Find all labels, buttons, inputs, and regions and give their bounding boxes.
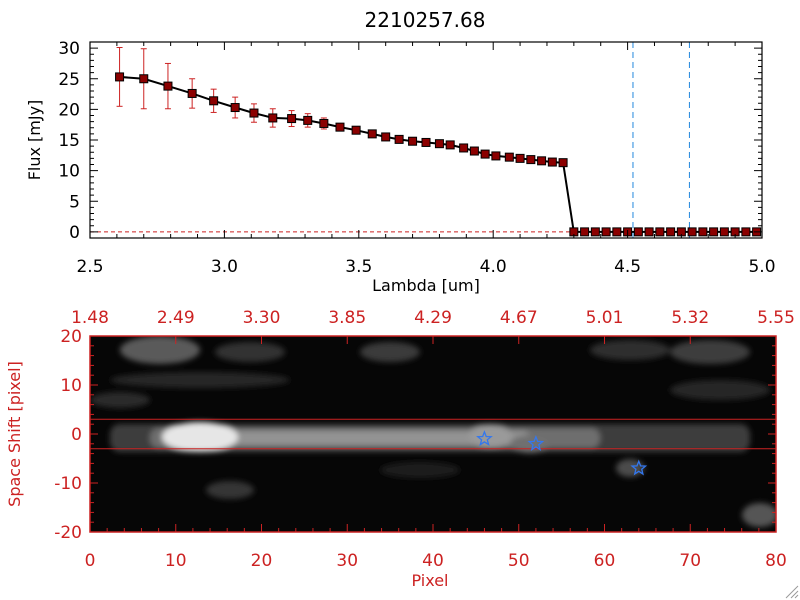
data-point — [612, 227, 622, 237]
data-point — [249, 108, 259, 118]
star-marker — [527, 435, 545, 451]
data-point — [666, 227, 676, 237]
data-point — [394, 134, 404, 144]
image-heatmap — [90, 336, 776, 532]
data-point — [287, 114, 297, 124]
data-point — [445, 140, 455, 150]
image-ylabel: Space Shift [pixel] — [5, 361, 24, 507]
data-point — [303, 115, 313, 125]
data-point — [408, 136, 418, 146]
data-point — [381, 132, 391, 142]
data-point — [268, 113, 278, 123]
pixel-tick-label: 30 — [336, 551, 358, 571]
spectrum-ticks: 2.5 3.0 3.5 4.0 4.5 5.0 0 5 10 15 20 25 30 — [58, 39, 775, 277]
pixel-tick-label: 40 — [422, 551, 444, 571]
data-point — [655, 227, 665, 237]
wavelength-tick-label: 4.67 — [500, 308, 538, 328]
data-point — [719, 227, 729, 237]
shift-tick-label: -10 — [54, 474, 82, 494]
spectrum-panel: 2210257.68 2.5 3.0 3.5 4.0 4.5 5.0 0 5 10 15 20 25 3… — [25, 8, 776, 295]
data-point — [644, 227, 654, 237]
data-point — [580, 227, 590, 237]
data-point — [590, 227, 600, 237]
data-point — [421, 137, 431, 147]
y-tick-label: 20 — [58, 100, 80, 120]
pixel-tick-label: 10 — [165, 551, 187, 571]
wavelength-tick-label: 4.29 — [414, 308, 452, 328]
y-tick-label: 5 — [69, 192, 80, 212]
data-point — [741, 227, 751, 237]
wavelength-tick-label: 3.85 — [328, 308, 366, 328]
x-tick-label: 5.0 — [748, 257, 775, 277]
data-point — [515, 153, 525, 163]
data-point — [351, 125, 361, 135]
data-point — [537, 156, 547, 166]
y-tick-label: 30 — [58, 39, 80, 59]
star-markers — [476, 430, 648, 476]
data-point — [547, 157, 557, 167]
data-point — [139, 74, 149, 84]
pixel-tick-label: 60 — [594, 551, 616, 571]
pixel-tick-label: 80 — [765, 551, 787, 571]
data-point — [230, 103, 240, 113]
spectrum-ylabel: Flux [mJy] — [25, 100, 44, 181]
image-ticks: 0 10 20 30 40 50 60 70 80 1.48 2.49 3.30 3.85 4.29 4.6… — [54, 308, 795, 571]
star-marker — [630, 459, 648, 476]
shift-tick-label: -20 — [54, 523, 82, 543]
spectrum-marks — [90, 42, 762, 238]
data-point — [504, 152, 514, 162]
shift-tick-label: 0 — [71, 425, 82, 445]
data-point — [367, 129, 377, 139]
wavelength-tick-label: 1.48 — [71, 308, 109, 328]
pixel-tick-label: 50 — [508, 551, 530, 571]
resize-grip-icon[interactable] — [785, 585, 799, 599]
y-tick-label: 10 — [58, 162, 80, 182]
wavelength-tick-label: 2.49 — [157, 308, 195, 328]
pixel-tick-label: 70 — [679, 551, 701, 571]
wavelength-tick-label: 3.30 — [243, 308, 281, 328]
y-tick-label: 25 — [58, 70, 80, 90]
data-point — [526, 155, 536, 165]
image-panel: 0 10 20 30 40 50 60 70 80 1.48 2.49 3.30 3.85 4.29 4.6… — [5, 308, 795, 590]
data-point — [558, 158, 568, 168]
data-point — [163, 81, 173, 91]
data-point — [687, 227, 697, 237]
x-tick-label: 4.5 — [614, 257, 641, 277]
shift-tick-label: 10 — [60, 376, 82, 396]
data-point — [434, 139, 444, 149]
x-tick-label: 3.5 — [345, 257, 372, 277]
data-point — [335, 122, 345, 132]
spectrum-title: 2210257.68 — [365, 8, 486, 32]
data-point — [319, 118, 329, 128]
x-tick-label: 2.5 — [76, 257, 103, 277]
y-tick-label: 0 — [69, 223, 80, 243]
data-point — [480, 149, 490, 159]
wavelength-tick-label: 5.01 — [586, 308, 624, 328]
data-point — [209, 96, 219, 106]
pixel-tick-label: 0 — [85, 551, 96, 571]
data-point — [469, 146, 479, 156]
data-point — [459, 143, 469, 153]
x-tick-label: 3.0 — [211, 257, 238, 277]
wavelength-tick-label: 5.32 — [671, 308, 709, 328]
data-point — [709, 227, 719, 237]
star-marker — [476, 430, 493, 447]
shift-tick-label: 20 — [60, 327, 82, 347]
data-point — [633, 227, 643, 237]
x-tick-label: 4.0 — [480, 257, 507, 277]
wavelength-tick-label: 5.55 — [757, 308, 795, 328]
pixel-tick-label: 20 — [251, 551, 273, 571]
data-point — [601, 227, 611, 237]
spectrum-xlabel: Lambda [um] — [372, 276, 480, 295]
data-point — [187, 88, 197, 98]
data-point — [491, 151, 501, 161]
data-point — [698, 227, 708, 237]
image-xlabel: Pixel — [411, 571, 448, 590]
data-point — [115, 72, 125, 82]
y-tick-label: 15 — [58, 131, 80, 151]
